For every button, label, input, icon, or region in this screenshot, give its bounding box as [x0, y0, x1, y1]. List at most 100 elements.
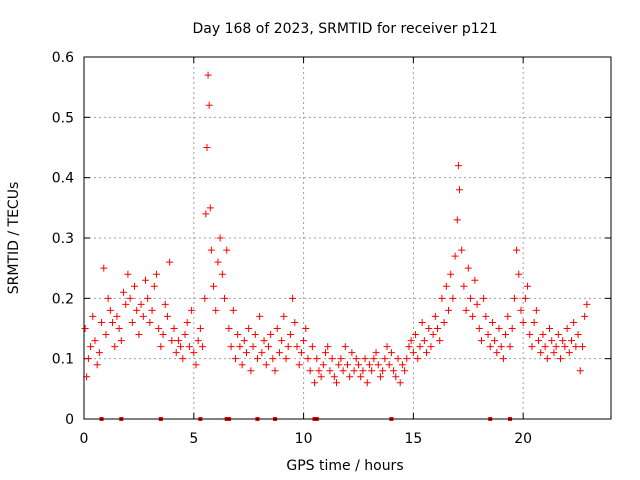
data-point [317, 373, 325, 381]
data-point [207, 246, 215, 254]
data-point [291, 318, 299, 326]
data-point [117, 337, 125, 345]
data-point [174, 337, 182, 345]
data-point [449, 294, 457, 302]
data-point [532, 306, 540, 314]
data-point [471, 276, 479, 284]
data-point [111, 343, 119, 351]
data-point [93, 361, 101, 369]
data-point [302, 325, 310, 332]
data-point [423, 349, 431, 357]
data-point [524, 282, 532, 290]
data-point [135, 331, 143, 339]
data-point [519, 318, 527, 326]
data-point [552, 343, 560, 351]
data-point [548, 337, 556, 345]
data-point [486, 343, 494, 351]
x-tick-label: 5 [189, 431, 198, 447]
data-point [563, 325, 571, 332]
data-point [293, 343, 301, 351]
data-point [561, 343, 569, 351]
data-point [253, 355, 261, 363]
data-point [81, 325, 89, 332]
data-point [91, 337, 99, 345]
data-point [365, 361, 373, 369]
data-point [131, 282, 139, 290]
data-point [170, 325, 178, 332]
data-point [295, 361, 303, 369]
data-point [275, 349, 283, 357]
data-point [113, 312, 121, 320]
data-point [554, 331, 562, 339]
data-point [322, 349, 330, 357]
x-tick-label: 20 [514, 431, 532, 447]
data-point [412, 331, 420, 339]
y-tick-label: 0.2 [52, 291, 74, 307]
data-point [264, 343, 272, 351]
data-point [361, 355, 369, 363]
data-point [249, 343, 257, 351]
data-point [379, 367, 387, 375]
data-point [420, 337, 428, 345]
data-point [469, 312, 477, 320]
data-point [387, 349, 395, 357]
y-tick-label: 0.6 [52, 50, 74, 66]
y-tick-label: 0.4 [52, 171, 74, 187]
data-point [440, 318, 448, 326]
data-point [390, 367, 398, 375]
data-point [434, 325, 442, 332]
data-point [315, 367, 323, 375]
data-point [324, 343, 332, 351]
data-point [445, 306, 453, 314]
data-point [473, 300, 481, 308]
data-point [267, 331, 275, 339]
data-point [269, 355, 277, 363]
data-point [148, 306, 156, 314]
data-point [236, 343, 244, 351]
data-point [403, 355, 411, 363]
data-point [300, 337, 308, 345]
data-point [454, 162, 462, 170]
data-point [188, 306, 196, 314]
data-point [278, 337, 286, 345]
y-tick-label: 0.3 [52, 231, 74, 247]
data-point [570, 318, 578, 326]
data-point [543, 355, 551, 363]
data-point [181, 331, 189, 339]
data-point [493, 349, 501, 357]
data-point [311, 379, 319, 387]
data-point [218, 270, 226, 278]
data-point [398, 361, 406, 369]
data-point [146, 318, 154, 326]
data-point [405, 343, 413, 351]
x-tick-label: 10 [295, 431, 313, 447]
chart-title: Day 168 of 2023, SRMTID for receiver p12… [192, 21, 497, 37]
data-point [499, 355, 507, 363]
data-point [383, 343, 391, 351]
data-point [416, 343, 424, 351]
data-point [183, 318, 191, 326]
data-point [385, 361, 393, 369]
data-point [242, 349, 250, 357]
data-point [126, 294, 134, 302]
data-point [194, 337, 202, 345]
data-point [238, 361, 246, 369]
data-point [458, 246, 466, 254]
data-point [328, 355, 336, 363]
data-point [438, 294, 446, 302]
data-point [204, 71, 212, 79]
data-point [106, 306, 114, 314]
data-point [510, 294, 518, 302]
data-point [488, 318, 496, 326]
data-point [258, 349, 266, 357]
data-point [179, 355, 187, 363]
data-point [354, 361, 362, 369]
data-point [161, 300, 169, 308]
data-point [115, 325, 123, 332]
data-point [341, 343, 349, 351]
data-point [152, 270, 160, 278]
data-point [513, 246, 521, 254]
data-point [429, 331, 437, 339]
data-point [425, 325, 433, 332]
